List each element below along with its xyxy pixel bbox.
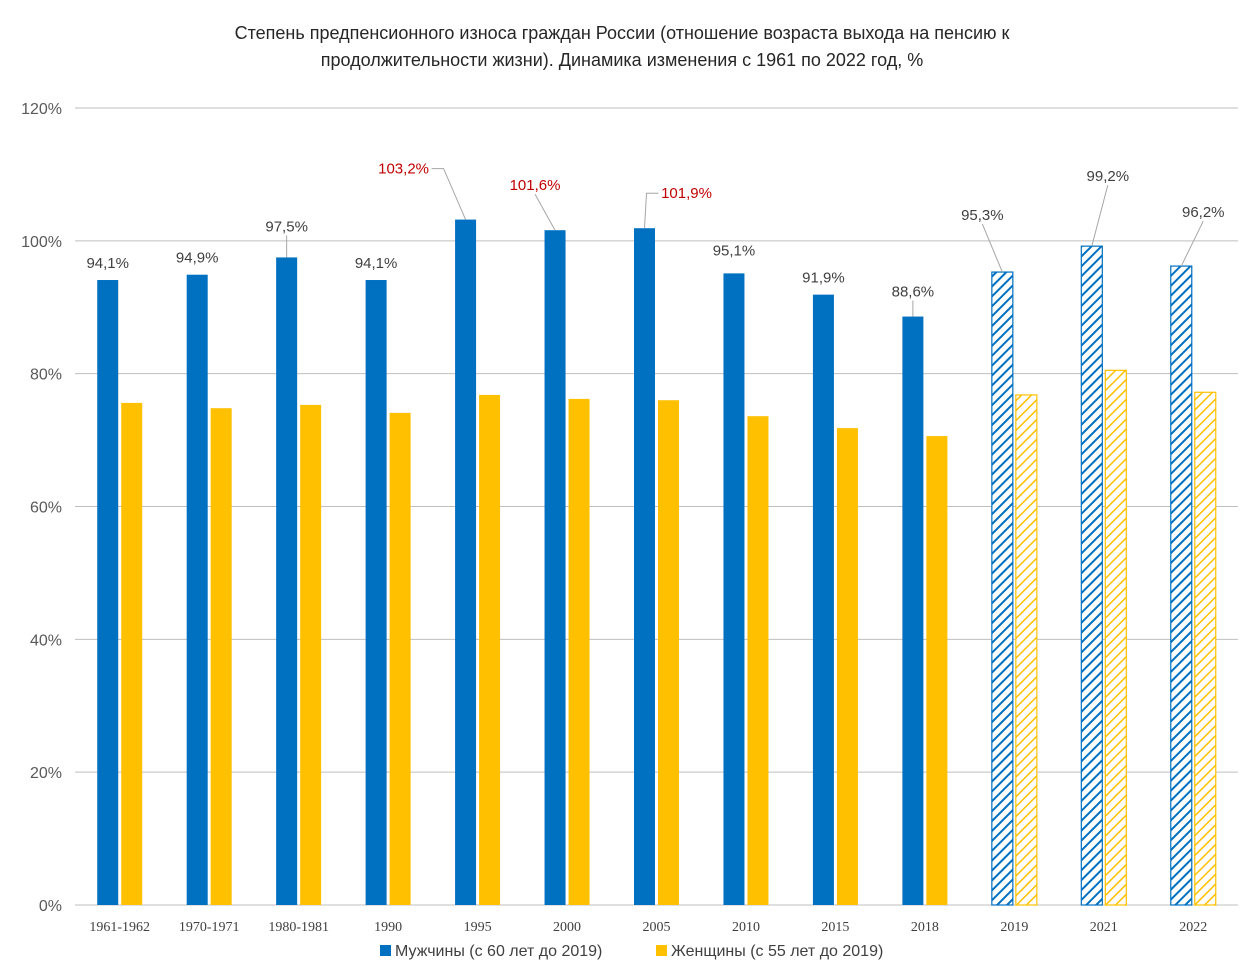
- bar-men: [723, 273, 745, 905]
- y-tick-label: 60%: [30, 500, 62, 517]
- data-label-men: 91,9%: [802, 270, 845, 287]
- bar-men: [97, 280, 119, 905]
- x-category-label: 1970-1971: [179, 920, 240, 935]
- bar-men: [455, 219, 477, 905]
- y-axis-tick-labels: 0% 20% 40% 60% 80% 100% 120%: [21, 101, 62, 915]
- bar-men: [1170, 265, 1193, 906]
- chart-title-line-1: Степень предпенсионного износа граждан Р…: [235, 23, 1010, 43]
- y-tick-label: 120%: [21, 101, 62, 118]
- data-label-men: 94,9%: [176, 250, 219, 267]
- x-category-label: 2015: [821, 920, 849, 935]
- label-leader-lines: [286, 168, 1204, 317]
- legend: Мужчины (с 60 лет до 2019) Женщины (с 55 …: [380, 943, 883, 960]
- bar-women: [747, 416, 769, 905]
- bars: [97, 219, 1217, 906]
- legend-swatch: [656, 945, 667, 956]
- x-category-label: 2021: [1090, 920, 1118, 935]
- bar-men: [1080, 245, 1103, 906]
- data-label-men: 95,3%: [961, 207, 1004, 224]
- bar-women: [1104, 369, 1127, 906]
- data-label-men: 103,2%: [378, 161, 429, 178]
- legend-label: Мужчины (с 60 лет до 2019): [395, 943, 602, 960]
- bar-women: [836, 428, 858, 905]
- bar-women: [658, 400, 679, 905]
- x-category-label: 1961-1962: [89, 920, 150, 935]
- bar-men: [276, 257, 298, 905]
- chart-title: Степень предпенсионного износа граждан Р…: [235, 23, 1010, 70]
- y-tick-label: 20%: [30, 765, 62, 782]
- label-leader-line: [534, 193, 556, 231]
- y-tick-label: 0%: [39, 898, 62, 915]
- data-label-men: 94,1%: [86, 255, 129, 272]
- x-category-label: 1990: [374, 920, 402, 935]
- data-label-men: 88,6%: [892, 284, 935, 301]
- bar-men: [902, 316, 924, 905]
- bar-women: [479, 394, 501, 905]
- x-category-label: 1995: [464, 920, 492, 935]
- x-category-label: 2005: [643, 920, 671, 935]
- legend-swatch: [380, 945, 391, 956]
- label-leader-line: [644, 192, 659, 229]
- x-category-label: 2018: [911, 920, 939, 935]
- y-tick-label: 100%: [21, 234, 62, 251]
- bar-women: [121, 402, 143, 905]
- data-labels: 94,1% 94,9% 97,5% 94,1% 103,2% 101,6% 101,9% 95…: [86, 161, 1224, 301]
- data-label-men: 101,9%: [661, 185, 712, 202]
- bar-men: [991, 271, 1014, 906]
- label-leader-line: [431, 168, 467, 220]
- data-label-men: 99,2%: [1087, 168, 1130, 185]
- x-axis-category-labels: 1961-1962 1970-1971 1980-1981 1990 1995 2000 2…: [89, 920, 1207, 935]
- bar-women: [389, 412, 411, 905]
- x-category-label: 2010: [732, 920, 760, 935]
- chart-title-line-2: продолжительности жизни). Динамика измен…: [321, 50, 923, 70]
- bar-women: [1015, 394, 1038, 906]
- bar-women: [210, 408, 232, 905]
- bar-men: [544, 230, 566, 905]
- label-leader-line: [981, 223, 1003, 273]
- bar-women: [300, 404, 322, 905]
- x-category-label: 2019: [1000, 920, 1028, 935]
- bar-men: [634, 228, 655, 905]
- x-category-label: 1980-1981: [268, 920, 329, 935]
- data-label-men: 101,6%: [510, 177, 561, 194]
- y-tick-label: 80%: [30, 367, 62, 384]
- bar-men: [186, 274, 208, 906]
- bar-men: [812, 294, 834, 905]
- bar-women: [568, 398, 590, 905]
- y-tick-label: 40%: [30, 632, 62, 649]
- data-label-men: 97,5%: [265, 218, 308, 235]
- data-label-men: 96,2%: [1182, 204, 1225, 221]
- x-category-label: 2022: [1179, 920, 1207, 935]
- label-leader-line: [1091, 185, 1109, 247]
- bar-women: [926, 436, 948, 905]
- data-label-men: 94,1%: [355, 255, 398, 272]
- bar-women: [1194, 391, 1217, 906]
- gridlines: [75, 107, 1238, 906]
- label-leader-line: [1180, 220, 1204, 267]
- legend-label: Женщины (с 55 лет до 2019): [671, 943, 883, 960]
- x-category-label: 2000: [553, 920, 581, 935]
- data-label-men: 95,1%: [713, 242, 756, 259]
- bar-men: [365, 280, 387, 905]
